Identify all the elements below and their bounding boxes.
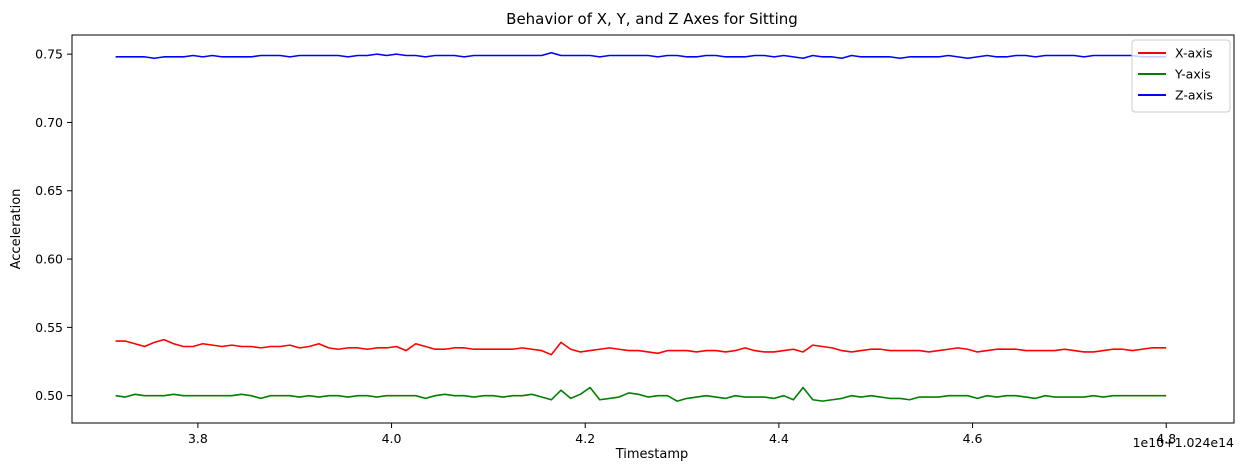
x-tick-label: 4.2 xyxy=(575,431,595,446)
series-line-z-axis xyxy=(115,51,1167,60)
x-axis-offset-label: 1e10+1.024e14 xyxy=(1133,435,1234,450)
series-layer xyxy=(115,51,1167,402)
x-axis-ticks: 3.8 4.0 4.2 4.4 4.6 4.8 xyxy=(188,423,1176,446)
x-tick-label: 4.8 xyxy=(1156,431,1176,446)
x-tick-label: 4.6 xyxy=(963,431,983,446)
y-axis-label: Acceleration xyxy=(9,189,24,270)
y-tick-label: 0.75 xyxy=(35,47,63,62)
y-tick-label: 0.50 xyxy=(35,388,63,403)
x-tick-label: 3.8 xyxy=(188,431,208,446)
plot-frame xyxy=(71,34,1235,424)
legend-label-y-axis: Y-axis xyxy=(1174,67,1211,82)
y-axis-ticks: 0.50 0.55 0.60 0.65 0.70 0.75 xyxy=(35,47,72,403)
chart-title: Behavior of X, Y, and Z Axes for Sitting xyxy=(506,10,798,28)
plot-area xyxy=(72,35,1234,423)
x-axis-label: Timestamp xyxy=(615,447,689,462)
series-line-y-axis xyxy=(115,386,1167,402)
y-tick-label: 0.65 xyxy=(35,183,63,198)
legend-label-x-axis: X-axis xyxy=(1175,46,1213,61)
x-tick-label: 4.0 xyxy=(382,431,402,446)
y-tick-label: 0.60 xyxy=(35,252,63,267)
series-line-x-axis xyxy=(115,338,1167,356)
legend-label-z-axis: Z-axis xyxy=(1175,88,1213,103)
x-tick-label: 4.4 xyxy=(769,431,789,446)
y-tick-label: 0.55 xyxy=(35,320,63,335)
legend: X-axis Y-axis Z-axis xyxy=(1131,39,1231,113)
y-tick-label: 0.70 xyxy=(35,115,63,130)
